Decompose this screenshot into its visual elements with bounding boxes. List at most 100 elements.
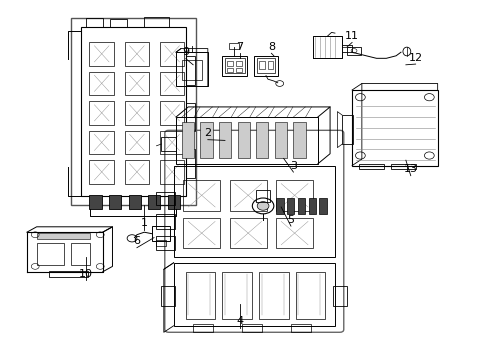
Bar: [156, 192, 175, 205]
Bar: [333, 286, 346, 306]
Bar: [193, 324, 212, 332]
Bar: [144, 17, 168, 27]
Bar: [173, 166, 334, 257]
Bar: [89, 101, 114, 125]
Bar: [274, 122, 286, 158]
Bar: [89, 72, 114, 95]
Text: 3: 3: [289, 161, 296, 171]
Text: 4: 4: [236, 316, 243, 326]
Bar: [229, 180, 266, 211]
Bar: [242, 324, 261, 332]
Bar: [155, 240, 166, 246]
Bar: [359, 164, 383, 169]
Text: 8: 8: [267, 42, 274, 52]
Bar: [390, 164, 415, 169]
Bar: [71, 243, 90, 265]
Bar: [81, 27, 185, 196]
Bar: [276, 198, 283, 214]
Bar: [182, 60, 202, 80]
Bar: [256, 122, 268, 158]
Bar: [156, 214, 175, 229]
Bar: [109, 195, 121, 209]
Bar: [71, 18, 195, 205]
Text: 11: 11: [345, 31, 358, 41]
Bar: [229, 218, 266, 248]
Bar: [185, 56, 194, 85]
Bar: [286, 198, 294, 214]
Bar: [290, 324, 310, 332]
Bar: [124, 101, 149, 125]
Bar: [222, 272, 251, 319]
Bar: [222, 56, 246, 76]
Bar: [176, 52, 207, 86]
Bar: [200, 122, 212, 158]
Bar: [151, 226, 170, 241]
Bar: [267, 61, 273, 69]
Bar: [297, 198, 305, 214]
Bar: [183, 218, 220, 248]
Bar: [37, 243, 63, 265]
Bar: [256, 58, 275, 73]
Bar: [89, 160, 114, 184]
Bar: [256, 190, 269, 202]
Bar: [173, 263, 334, 326]
Bar: [124, 72, 149, 95]
Bar: [236, 68, 241, 72]
Bar: [224, 58, 244, 73]
Text: 13: 13: [403, 164, 417, 174]
Bar: [89, 195, 102, 209]
Bar: [227, 68, 232, 72]
Bar: [183, 180, 220, 211]
Bar: [156, 236, 175, 250]
Bar: [346, 47, 360, 55]
Bar: [185, 149, 194, 178]
Bar: [167, 195, 180, 209]
Text: 2: 2: [204, 128, 211, 138]
Bar: [148, 195, 160, 209]
Bar: [236, 61, 241, 66]
Bar: [319, 198, 326, 214]
Bar: [89, 42, 114, 66]
Bar: [89, 131, 114, 154]
Bar: [37, 233, 90, 239]
Bar: [276, 218, 312, 248]
Bar: [160, 131, 184, 154]
Circle shape: [257, 202, 268, 210]
Bar: [237, 122, 249, 158]
Text: 9: 9: [182, 47, 189, 57]
Bar: [161, 286, 175, 306]
Bar: [219, 122, 231, 158]
Bar: [185, 272, 215, 319]
Text: 6: 6: [133, 236, 140, 246]
Bar: [351, 90, 437, 166]
Text: 10: 10: [79, 269, 92, 279]
Bar: [182, 122, 194, 158]
Bar: [259, 61, 264, 69]
Bar: [110, 19, 127, 27]
Bar: [293, 122, 305, 158]
Bar: [124, 160, 149, 184]
Bar: [124, 42, 149, 66]
Bar: [49, 271, 88, 277]
Text: 7: 7: [236, 42, 243, 52]
Bar: [254, 56, 277, 76]
Text: 12: 12: [408, 53, 422, 63]
Bar: [228, 43, 238, 49]
Bar: [160, 101, 184, 125]
Bar: [160, 72, 184, 95]
Bar: [160, 160, 184, 184]
Text: 5: 5: [287, 215, 294, 225]
Bar: [259, 272, 288, 319]
Bar: [176, 117, 317, 164]
Bar: [276, 180, 312, 211]
Bar: [308, 198, 315, 214]
Bar: [161, 137, 176, 151]
Bar: [128, 195, 141, 209]
Bar: [342, 115, 352, 144]
Text: 1: 1: [141, 218, 147, 228]
Bar: [85, 18, 102, 27]
Bar: [185, 103, 194, 131]
Bar: [227, 61, 232, 66]
Bar: [160, 42, 184, 66]
Bar: [295, 272, 325, 319]
